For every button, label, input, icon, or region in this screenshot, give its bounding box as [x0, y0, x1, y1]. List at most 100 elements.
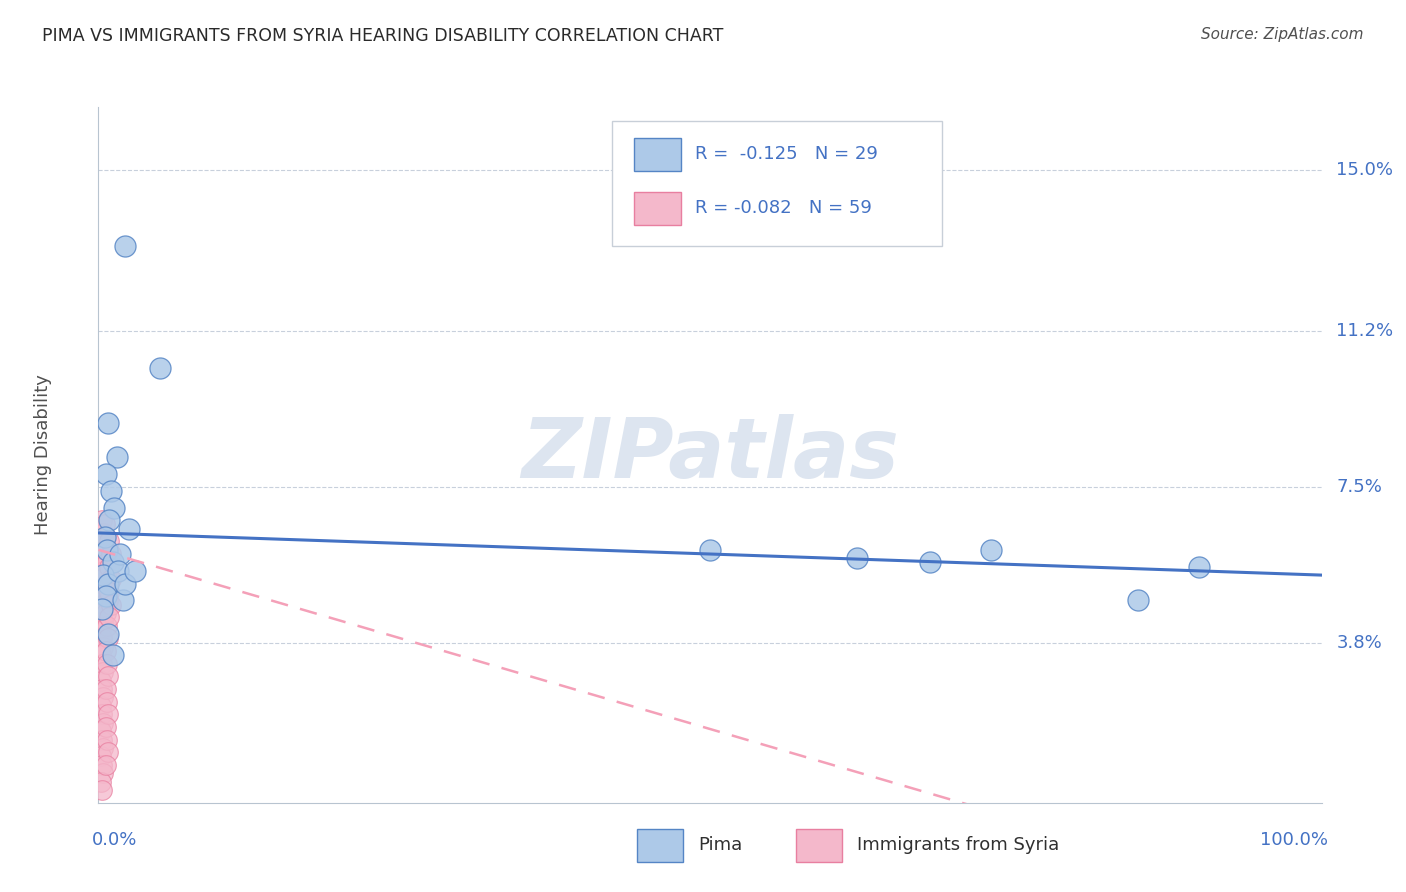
FancyBboxPatch shape: [634, 137, 681, 171]
Text: 11.2%: 11.2%: [1336, 321, 1393, 340]
Point: [845, 551, 868, 566]
Point: [149, 361, 172, 376]
Point: [96, 556, 118, 570]
Point: [91, 564, 114, 578]
Point: [980, 542, 1002, 557]
Point: [91, 525, 114, 540]
Point: [124, 564, 146, 578]
Point: [96, 657, 118, 671]
Point: [91, 690, 114, 705]
Point: [110, 547, 132, 561]
Point: [97, 669, 120, 683]
Point: [94, 757, 117, 772]
Point: [97, 593, 120, 607]
Point: [93, 542, 115, 557]
Point: [100, 547, 122, 561]
Point: [98, 559, 121, 574]
FancyBboxPatch shape: [634, 192, 681, 226]
Point: [91, 581, 114, 595]
FancyBboxPatch shape: [612, 121, 942, 246]
Point: [94, 681, 117, 696]
Point: [100, 572, 122, 586]
Text: 3.8%: 3.8%: [1336, 633, 1382, 651]
Point: [91, 615, 114, 629]
Point: [91, 783, 114, 797]
Point: [94, 530, 117, 544]
Point: [93, 530, 115, 544]
Point: [90, 598, 112, 612]
Point: [91, 766, 114, 780]
Point: [111, 593, 134, 607]
Point: [96, 695, 118, 709]
Point: [103, 500, 125, 515]
Point: [101, 556, 124, 570]
Point: [94, 720, 117, 734]
Point: [90, 673, 112, 688]
Point: [93, 547, 115, 561]
Point: [98, 610, 121, 624]
Text: ZIPatlas: ZIPatlas: [522, 415, 898, 495]
Point: [98, 585, 121, 599]
Point: [90, 539, 112, 553]
Point: [1128, 593, 1150, 607]
FancyBboxPatch shape: [637, 829, 683, 862]
Text: 0.0%: 0.0%: [93, 830, 138, 848]
Point: [91, 606, 114, 620]
Point: [101, 648, 124, 663]
Point: [90, 749, 112, 764]
FancyBboxPatch shape: [796, 829, 842, 862]
Point: [91, 568, 114, 582]
Point: [91, 715, 114, 730]
Point: [91, 556, 114, 570]
Point: [94, 589, 117, 603]
Text: Immigrants from Syria: Immigrants from Syria: [856, 836, 1059, 855]
Point: [100, 483, 122, 498]
Point: [91, 589, 114, 603]
Point: [94, 568, 117, 582]
Text: PIMA VS IMMIGRANTS FROM SYRIA HEARING DISABILITY CORRELATION CHART: PIMA VS IMMIGRANTS FROM SYRIA HEARING DI…: [42, 27, 724, 45]
Point: [94, 606, 117, 620]
Point: [90, 698, 112, 713]
Point: [96, 732, 118, 747]
Point: [96, 542, 118, 557]
Text: R =  -0.125   N = 29: R = -0.125 N = 29: [696, 145, 879, 163]
Point: [91, 681, 114, 696]
Point: [97, 632, 120, 646]
Text: 15.0%: 15.0%: [1336, 161, 1393, 179]
Point: [90, 623, 112, 637]
Point: [94, 644, 117, 658]
Point: [91, 732, 114, 747]
Point: [98, 534, 121, 549]
Point: [105, 450, 128, 464]
Point: [97, 627, 120, 641]
Point: [920, 556, 942, 570]
Point: [91, 513, 114, 527]
Point: [97, 745, 120, 759]
Text: 7.5%: 7.5%: [1336, 477, 1382, 496]
Text: Source: ZipAtlas.com: Source: ZipAtlas.com: [1201, 27, 1364, 42]
Point: [91, 602, 114, 616]
Text: R = -0.082   N = 59: R = -0.082 N = 59: [696, 199, 872, 217]
Point: [90, 572, 112, 586]
Point: [91, 707, 114, 722]
Text: Hearing Disability: Hearing Disability: [34, 375, 52, 535]
Point: [96, 618, 118, 632]
Point: [97, 417, 120, 431]
Point: [114, 239, 136, 253]
Point: [107, 564, 129, 578]
Point: [97, 576, 120, 591]
Point: [1188, 559, 1211, 574]
Point: [91, 640, 114, 654]
Point: [91, 741, 114, 756]
Point: [97, 707, 120, 722]
Point: [94, 467, 117, 481]
Point: [91, 757, 114, 772]
Point: [91, 632, 114, 646]
Point: [90, 724, 112, 739]
Point: [96, 581, 118, 595]
Text: 100.0%: 100.0%: [1260, 830, 1327, 848]
Text: Pima: Pima: [697, 836, 742, 855]
Point: [114, 576, 136, 591]
Point: [91, 657, 114, 671]
Point: [90, 648, 112, 663]
